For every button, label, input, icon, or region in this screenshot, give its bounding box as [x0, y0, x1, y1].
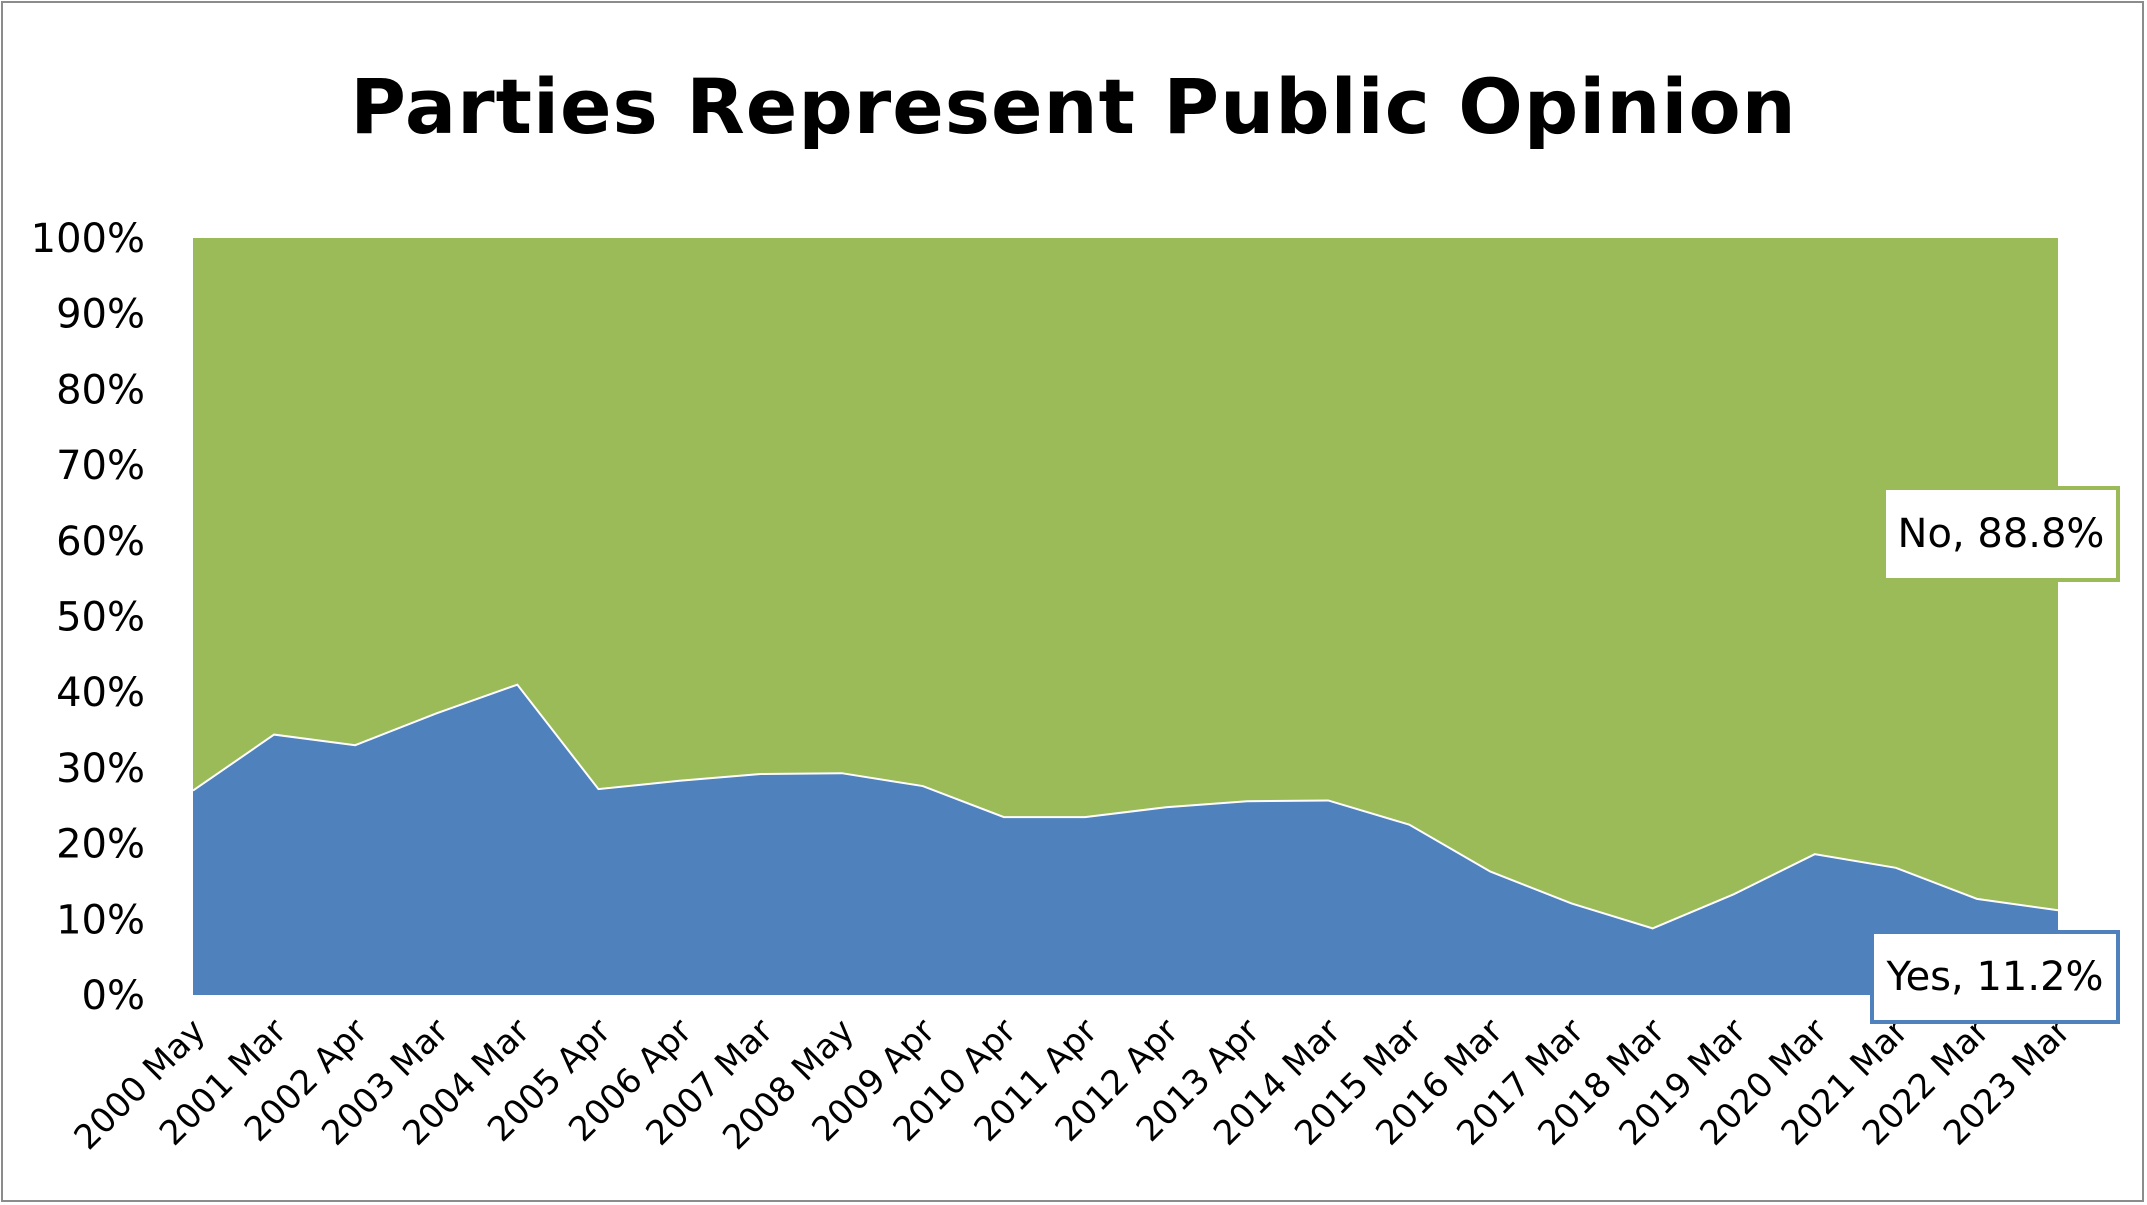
- series-boundary-line: [192, 683, 2059, 930]
- area-series-group: [192, 238, 2059, 995]
- y-tick-label: 60%: [56, 519, 145, 565]
- y-tick-label: 50%: [56, 595, 145, 641]
- data-label-yes: Yes, 11.2%: [1870, 930, 2120, 1024]
- y-tick-label: 10%: [56, 897, 145, 943]
- y-tick-label: 70%: [56, 443, 145, 489]
- area-series-no: [193, 238, 2058, 929]
- y-tick-label: 30%: [56, 746, 145, 792]
- y-axis-tick-labels: 0% 10% 20% 30% 40% 50% 60% 70% 80% 90% 100%: [31, 216, 145, 1019]
- y-tick-label: 100%: [31, 216, 145, 262]
- y-tick-label: 20%: [56, 822, 145, 868]
- chart-title: Parties Represent Public Opinion: [350, 62, 1797, 151]
- y-tick-label: 90%: [56, 292, 145, 338]
- y-tick-label: 80%: [56, 367, 145, 413]
- y-tick-label: 40%: [56, 670, 145, 716]
- data-label-no: No, 88.8%: [1882, 486, 2120, 582]
- y-tick-label: 0%: [82, 973, 145, 1019]
- area-series-yes: [193, 684, 2058, 995]
